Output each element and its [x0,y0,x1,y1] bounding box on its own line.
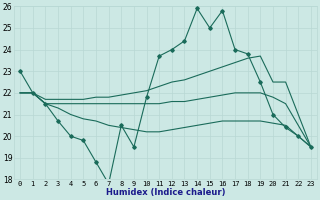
X-axis label: Humidex (Indice chaleur): Humidex (Indice chaleur) [106,188,225,197]
